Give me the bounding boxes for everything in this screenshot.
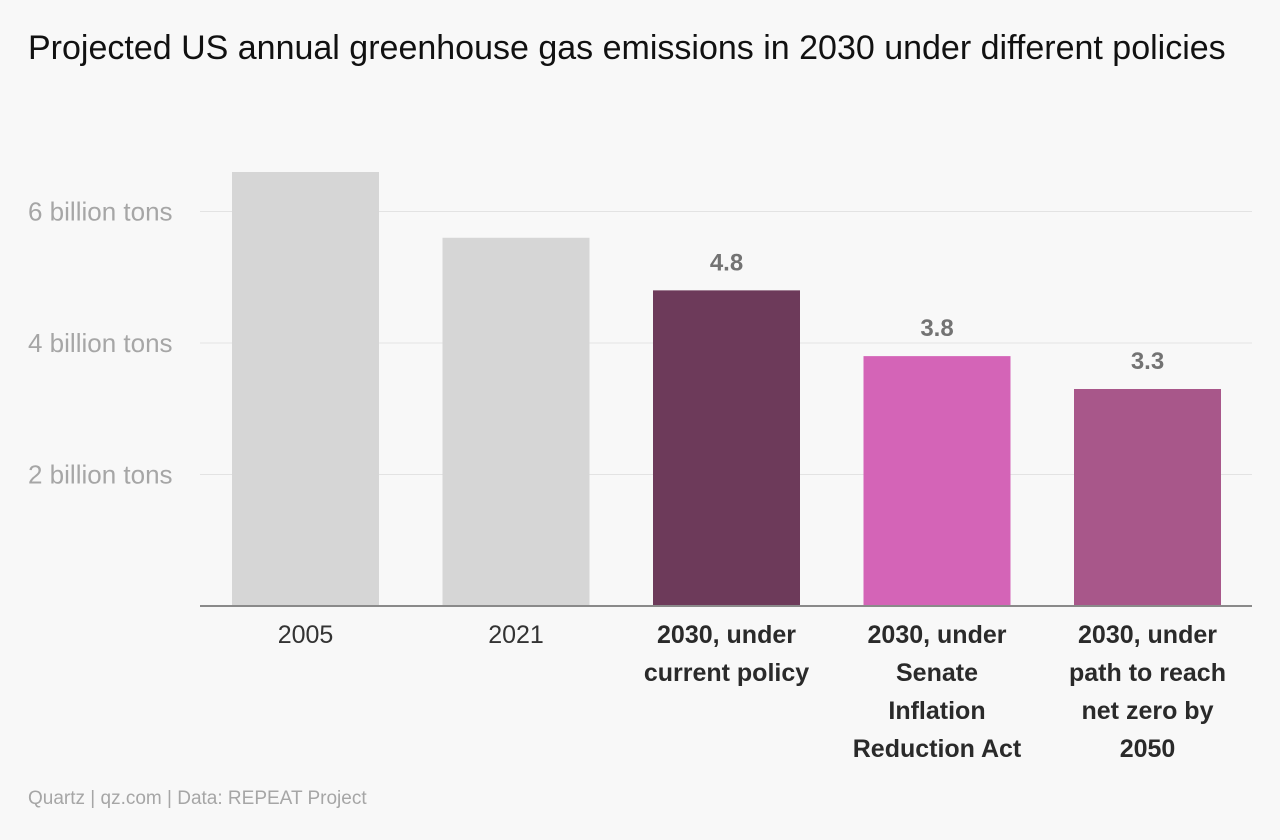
x-tick-label: 2030, under [1078, 621, 1217, 649]
x-tick-label: 2030, under [868, 621, 1007, 649]
data-label: 3.3 [1131, 348, 1164, 375]
x-tick-label: 2021 [488, 621, 544, 649]
y-tick-label: 6 billion tons [28, 196, 173, 226]
x-tick-label: 2030, under [657, 621, 796, 649]
x-tick-label: Senate [896, 659, 978, 687]
bar [1074, 389, 1221, 606]
chart-title: Projected US annual greenhouse gas emiss… [28, 29, 1226, 67]
x-tick-label: net zero by [1082, 697, 1214, 725]
x-tick-label: 2050 [1120, 735, 1176, 763]
x-tick-label: current policy [644, 659, 809, 687]
x-tick-label: 2005 [278, 621, 334, 649]
bar [653, 290, 800, 606]
source-note: Quartz | qz.com | Data: REPEAT Project [28, 788, 367, 809]
x-tick-label: Inflation [888, 697, 985, 725]
data-label: 4.8 [710, 249, 743, 276]
bar [232, 172, 379, 606]
x-tick-label: Reduction Act [853, 735, 1022, 763]
bar [863, 356, 1011, 606]
x-tick-label: path to reach [1069, 659, 1226, 687]
y-tick-label: 2 billion tons [28, 459, 173, 489]
y-tick-label: 4 billion tons [28, 328, 173, 358]
bar [442, 237, 590, 606]
data-label: 3.8 [920, 315, 953, 342]
